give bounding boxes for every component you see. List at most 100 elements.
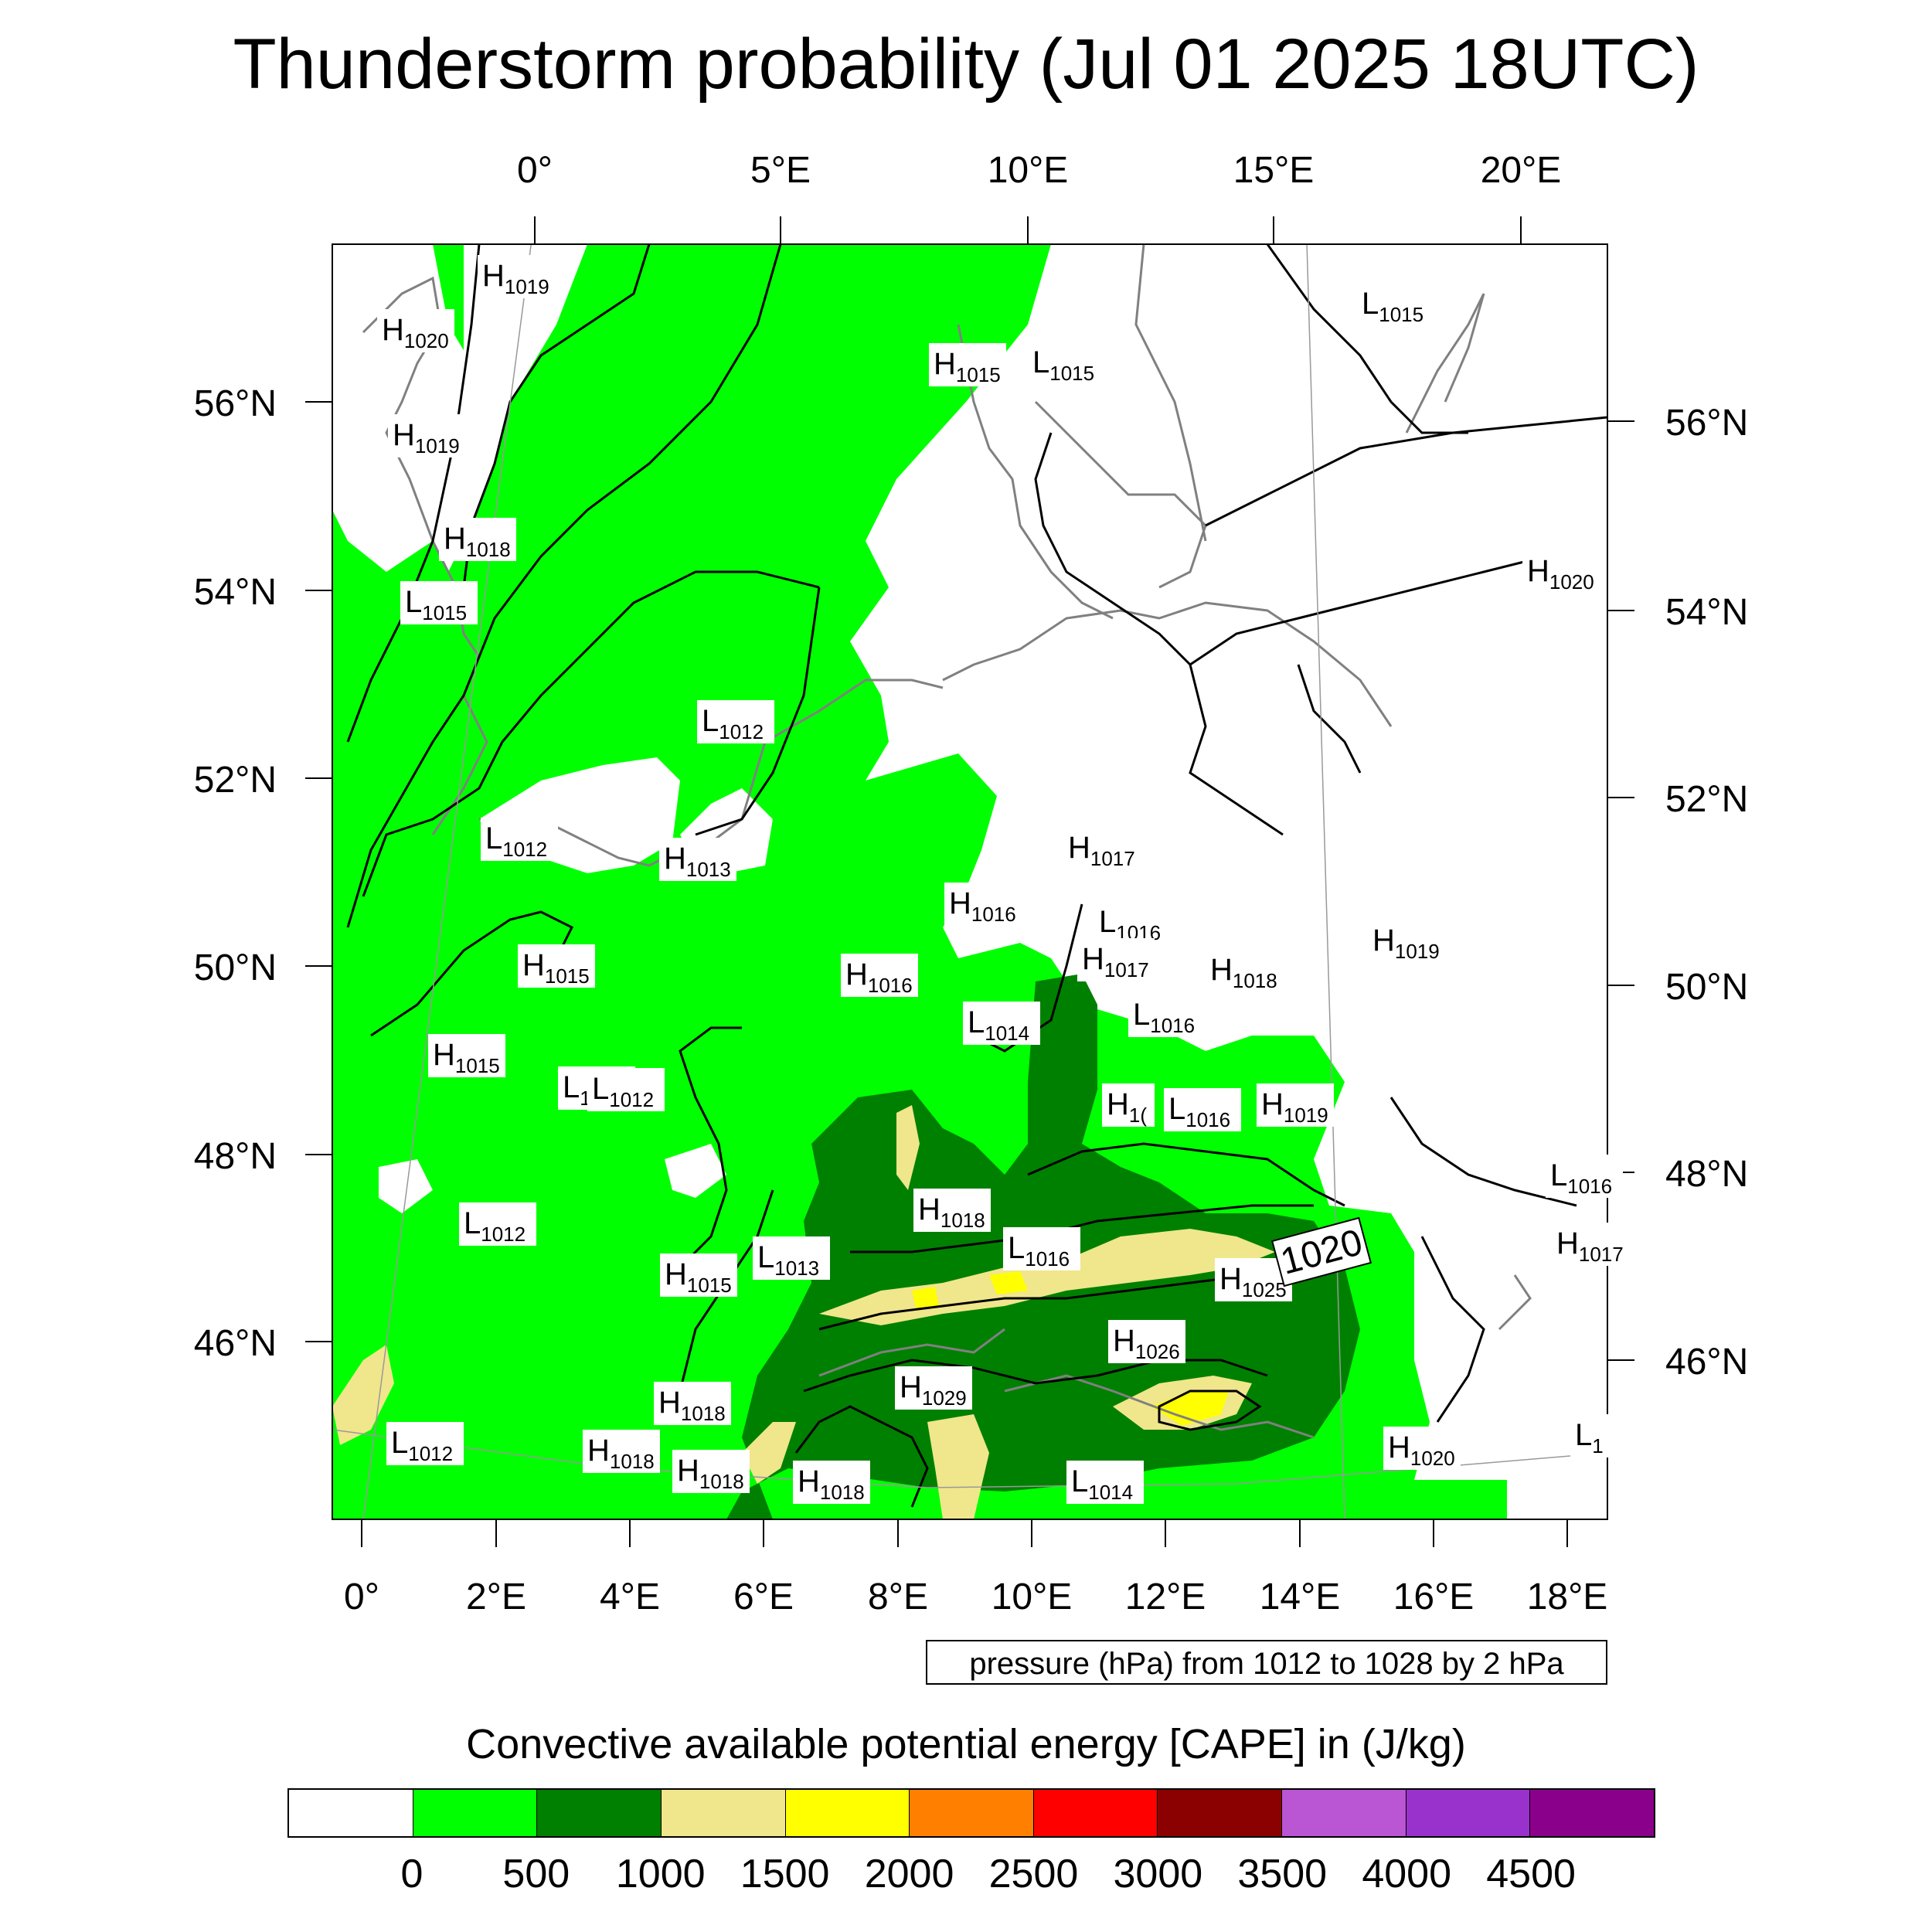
pressure-label-text: L1012	[702, 704, 764, 743]
high-pressure-label: H1020	[1383, 1427, 1461, 1470]
colorbar-swatch	[785, 1790, 910, 1836]
pressure-label-text: L1016	[1133, 998, 1195, 1037]
colorbar-swatch	[537, 1790, 662, 1836]
pressure-label-text: H1015	[665, 1257, 732, 1297]
tick-label: 48°N	[1665, 1154, 1748, 1195]
pressure-label-text: H1019	[393, 418, 460, 457]
colorbar-label: 3500	[1237, 1852, 1328, 1896]
tick-label: 48°N	[194, 1136, 277, 1177]
pressure-label-text: H1018	[587, 1434, 655, 1473]
colorbar-title: Convective available potential energy [C…	[466, 1721, 1466, 1767]
pressure-label-bg	[654, 1382, 731, 1425]
tick-label: 14°E	[1260, 1577, 1341, 1617]
colorbar-swatch	[1033, 1790, 1158, 1836]
pressure-label-bg	[583, 1430, 660, 1473]
pressure-label-bg	[753, 1236, 830, 1280]
tick-label: 18°E	[1527, 1577, 1608, 1617]
tick-label: 0°	[344, 1577, 379, 1617]
low-pressure-label: L1015	[400, 581, 478, 624]
high-pressure-label: H1015	[929, 343, 1006, 386]
cape-khaki-region	[896, 1105, 920, 1190]
right-ticks	[1607, 420, 1634, 1361]
cape-khaki-region	[332, 1345, 394, 1445]
pressure-label-text: L1012	[391, 1426, 453, 1465]
colorbar-label: 2000	[864, 1852, 954, 1896]
pressure-label-text: H1018	[658, 1386, 726, 1425]
pressure-label-text: H1017	[1082, 942, 1149, 981]
high-pressure-label: H1029	[895, 1366, 972, 1410]
tick-label: 2°E	[466, 1577, 526, 1617]
pressure-label-text: L1015	[1362, 287, 1423, 326]
tick-label: 12°E	[1125, 1577, 1206, 1617]
cape-yellow-region	[912, 1287, 939, 1308]
high-pressure-label: H1015	[660, 1253, 737, 1297]
right-lat-labels: 56°N 54°N 52°N 50°N 48°N 46°N	[1665, 403, 1748, 1383]
colorbar-swatch	[1282, 1790, 1406, 1836]
high-pressure-label: H1015	[518, 944, 595, 988]
colorbar-swatch	[1158, 1790, 1283, 1836]
pressure-label-bg	[1257, 1083, 1334, 1127]
pressure-label-text: H1018	[1210, 953, 1277, 992]
cape-field	[332, 244, 1507, 1519]
colorbar-label: 0	[400, 1852, 423, 1896]
pressure-label-bg	[518, 944, 595, 988]
low-pressure-label: L1012	[481, 818, 558, 861]
pressure-label-bg	[1003, 1227, 1080, 1270]
top-lon-labels: 0° 5°E 10°E 15°E 20°E	[517, 150, 1561, 191]
high-pressure-label: H1020	[1522, 550, 1600, 594]
colorbar-swatch	[1530, 1790, 1655, 1836]
pressure-label-bg	[587, 1068, 665, 1111]
pressure-label-bg	[481, 818, 558, 861]
pressure-label-bg	[1102, 1083, 1155, 1127]
tick-label: 8°E	[868, 1577, 928, 1617]
pressure-label-bg	[400, 581, 478, 624]
pressure-label-text: H1019	[1261, 1087, 1328, 1127]
low-pressure-label: L1	[1570, 1414, 1611, 1458]
low-pressure-label: L1014	[1066, 1461, 1144, 1504]
pressure-label-text: L1012	[592, 1072, 654, 1111]
pressure-label-bg	[659, 838, 736, 881]
pressure-label-text: H1019	[482, 259, 549, 298]
pressure-label-bg	[660, 1253, 737, 1297]
high-pressure-label: H1019	[1368, 920, 1445, 963]
pressure-label-bg	[672, 1450, 750, 1493]
pressure-label-text: L1013	[757, 1240, 819, 1280]
bottom-ticks	[361, 1519, 1568, 1547]
tick-label: 54°N	[194, 572, 277, 613]
pressure-label-text: H1019	[1372, 923, 1440, 963]
pressure-label-text: H1025	[1219, 1262, 1287, 1301]
pressure-label-bg	[1570, 1414, 1611, 1458]
pressure-label-bg	[1522, 550, 1600, 594]
pressure-label-text: H1018	[798, 1464, 865, 1504]
pressure-label-text: H1015	[433, 1038, 500, 1077]
high-pressure-label: H1018	[672, 1450, 750, 1493]
low-pressure-label: L1016	[1094, 901, 1172, 944]
pressure-label-bg	[1206, 949, 1283, 992]
left-lat-labels: 56°N 54°N 52°N 50°N 48°N 46°N	[194, 383, 277, 1364]
high-pressure-label: H1019	[388, 414, 465, 457]
high-pressure-label: H1(	[1102, 1083, 1155, 1127]
high-pressure-label: H1017	[1063, 827, 1141, 870]
pressure-label-text: L1014	[1071, 1464, 1133, 1504]
pressure-label-bg	[697, 700, 774, 743]
colorbar-swatch	[413, 1790, 538, 1836]
tick-label: 56°N	[194, 383, 277, 424]
high-pressure-label: H1016	[944, 883, 1022, 926]
colorbar-swatch	[661, 1790, 786, 1836]
colorbar-label: 1500	[740, 1852, 830, 1896]
tick-label: 0°	[517, 150, 553, 191]
pressure-label-bg	[913, 1189, 991, 1232]
pressure-label-text: H1017	[1556, 1226, 1624, 1266]
tick-label: 52°N	[194, 760, 277, 801]
low-pressure-label: L1014	[963, 1002, 1040, 1045]
high-pressure-label: H1015	[428, 1034, 505, 1077]
pressure-label-text: H1029	[900, 1370, 967, 1410]
tick-label: 56°N	[1665, 403, 1748, 444]
pressure-label-bg	[1128, 994, 1206, 1037]
pressure-label-bg	[388, 414, 465, 457]
tick-label: 10°E	[988, 150, 1069, 191]
low-pressure-label: L1016	[1003, 1227, 1080, 1270]
pressure-label-bg	[439, 518, 516, 561]
pressure-label-bg	[459, 1202, 536, 1246]
